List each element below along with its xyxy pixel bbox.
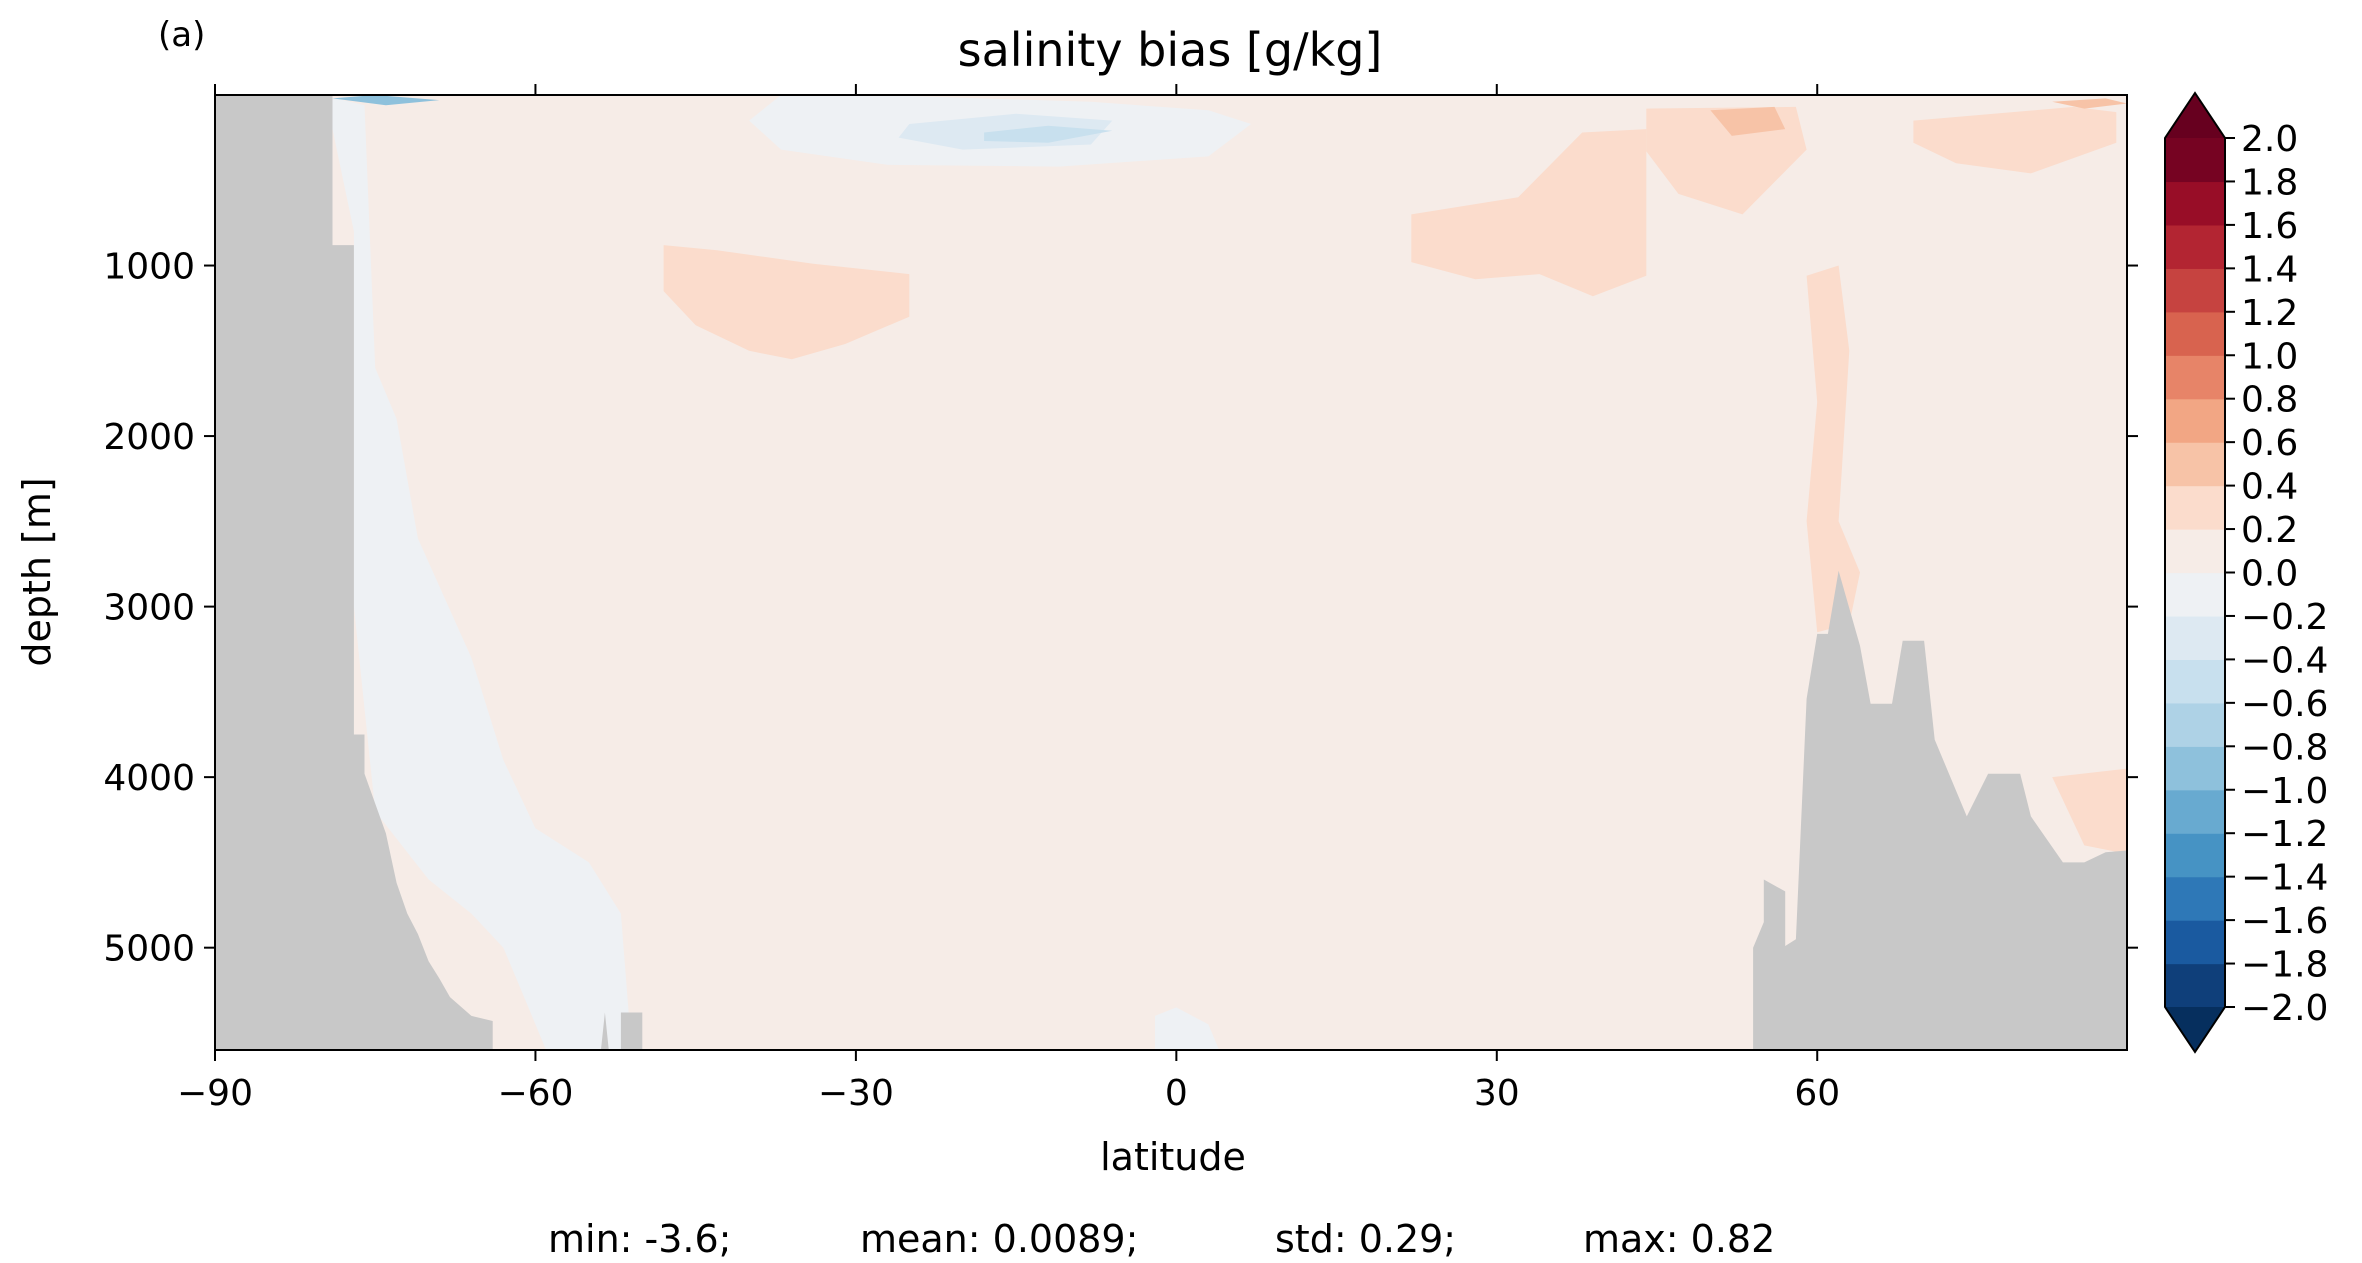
y-tick-label: 3000 [103,588,195,629]
stat-mean: mean: 0.0089; [860,1217,1138,1261]
colorbar-tick-label: 1.6 [2241,206,2298,247]
colorbar-segment [2165,572,2225,617]
colorbar-tick-label: 0.8 [2241,380,2298,421]
colorbar-segment [2165,659,2225,704]
colorbar-segment [2165,224,2225,269]
colorbar-tick-label: −1.8 [2241,945,2328,986]
colorbar-tick-label: 0.6 [2241,423,2298,464]
y-tick-label: 1000 [103,247,195,288]
colorbar-segment [2165,398,2225,443]
bias-region-12 [2052,98,2127,109]
colorbar-tick-label: −1.6 [2241,901,2328,942]
x-tick-label: 60 [1794,1073,1840,1114]
bias-region-4 [332,95,440,106]
x-tick-label: −60 [497,1073,573,1114]
x-tick-label: −90 [177,1073,253,1114]
land-mask [215,95,2127,1050]
colorbar-segment [2165,485,2225,530]
colorbar-segment [2165,615,2225,660]
colorbar-segment [2165,355,2225,400]
colorbar-segment [2165,181,2225,226]
colorbar-tick-label: −0.4 [2241,640,2328,681]
colorbar-tick-label: 0.4 [2241,467,2298,508]
land-mask-0 [215,95,493,1050]
statistics-line: min: -3.6; mean: 0.0089; std: 0.29; max:… [548,1217,1775,1261]
colorbar-tick-label: 1.0 [2241,336,2298,377]
colorbar-segment [2165,442,2225,487]
colorbar-tick-label: 1.4 [2241,249,2298,290]
colorbar-segment [2165,876,2225,921]
bias-region-3 [984,125,1113,143]
y-axis-label: depth [m] [15,477,59,666]
colorbar-tick-label: 2.0 [2241,119,2298,160]
panel-label: (a) [158,15,205,55]
chart-title: salinity bias [g/kg] [958,23,1383,77]
bias-region-7 [1411,129,1647,297]
land-mask-3 [1753,570,2127,1050]
land-mask-2 [620,1012,643,1050]
bias-region-11 [1710,106,1786,136]
colorbar-tick-label: −0.6 [2241,684,2328,725]
colorbar-tick-label: 1.8 [2241,162,2298,203]
plot-area [214,94,2128,1051]
colorbar-tick-label: 0.0 [2241,554,2298,595]
stat-min: min: -3.6; [548,1217,732,1261]
colorbar-segment [2165,746,2225,791]
bias-region-13 [2052,768,2127,854]
colorbar-tick-label: −1.2 [2241,814,2328,855]
colorbar-tick-label: −2.0 [2241,988,2328,1029]
land-mask-1 [600,1012,609,1050]
colorbar-extend-max [2165,93,2225,138]
colorbar-segment [2165,702,2225,747]
colorbar-extend-min [2165,1007,2225,1052]
stat-std: std: 0.29; [1275,1217,1456,1261]
bias-region-10 [1806,265,1860,633]
colorbar-segment [2165,311,2225,356]
plot-frame [214,94,2128,1051]
x-axis-label: latitude [1100,1135,1246,1179]
y-tick-label: 4000 [103,758,195,799]
y-tick-label: 5000 [103,929,195,970]
y-tick-label: 2000 [103,417,195,458]
colorbar-tick-label: −1.4 [2241,858,2328,899]
x-axis: −90 −60 −30 0 30 60 [177,84,1840,1114]
colorbar-tick-label: −0.8 [2241,727,2328,768]
x-tick-label: −30 [818,1073,894,1114]
colorbar-tick-label: 0.2 [2241,510,2298,551]
y-axis: 1000 2000 3000 4000 5000 [103,247,2138,970]
bias-region-0 [321,95,632,1050]
colorbar-segment [2165,789,2225,834]
bias-regions [321,95,2127,1050]
colorbar-tick-label: −1.0 [2241,771,2328,812]
colorbar-segment [2165,138,2225,183]
colorbar-segment [2165,833,2225,878]
colorbar: −2.0−1.8−1.6−1.4−1.2−1.0−0.8−0.6−0.4−0.2… [2164,91,2328,1054]
bias-region-8 [1646,106,1807,215]
x-tick-label: 30 [1474,1073,1520,1114]
colorbar-segment [2165,268,2225,313]
bias-region-9 [1913,106,2117,174]
colorbar-tick-label: 1.2 [2241,293,2298,334]
colorbar-tick-label: −0.2 [2241,597,2328,638]
x-tick-label: 0 [1165,1073,1188,1114]
stat-max: max: 0.82 [1583,1217,1775,1261]
colorbar-segment [2165,529,2225,574]
bias-region-6 [663,245,910,360]
colorbar-segment [2165,920,2225,965]
colorbar-segment [2165,963,2225,1008]
bias-region-5 [1155,1007,1220,1050]
